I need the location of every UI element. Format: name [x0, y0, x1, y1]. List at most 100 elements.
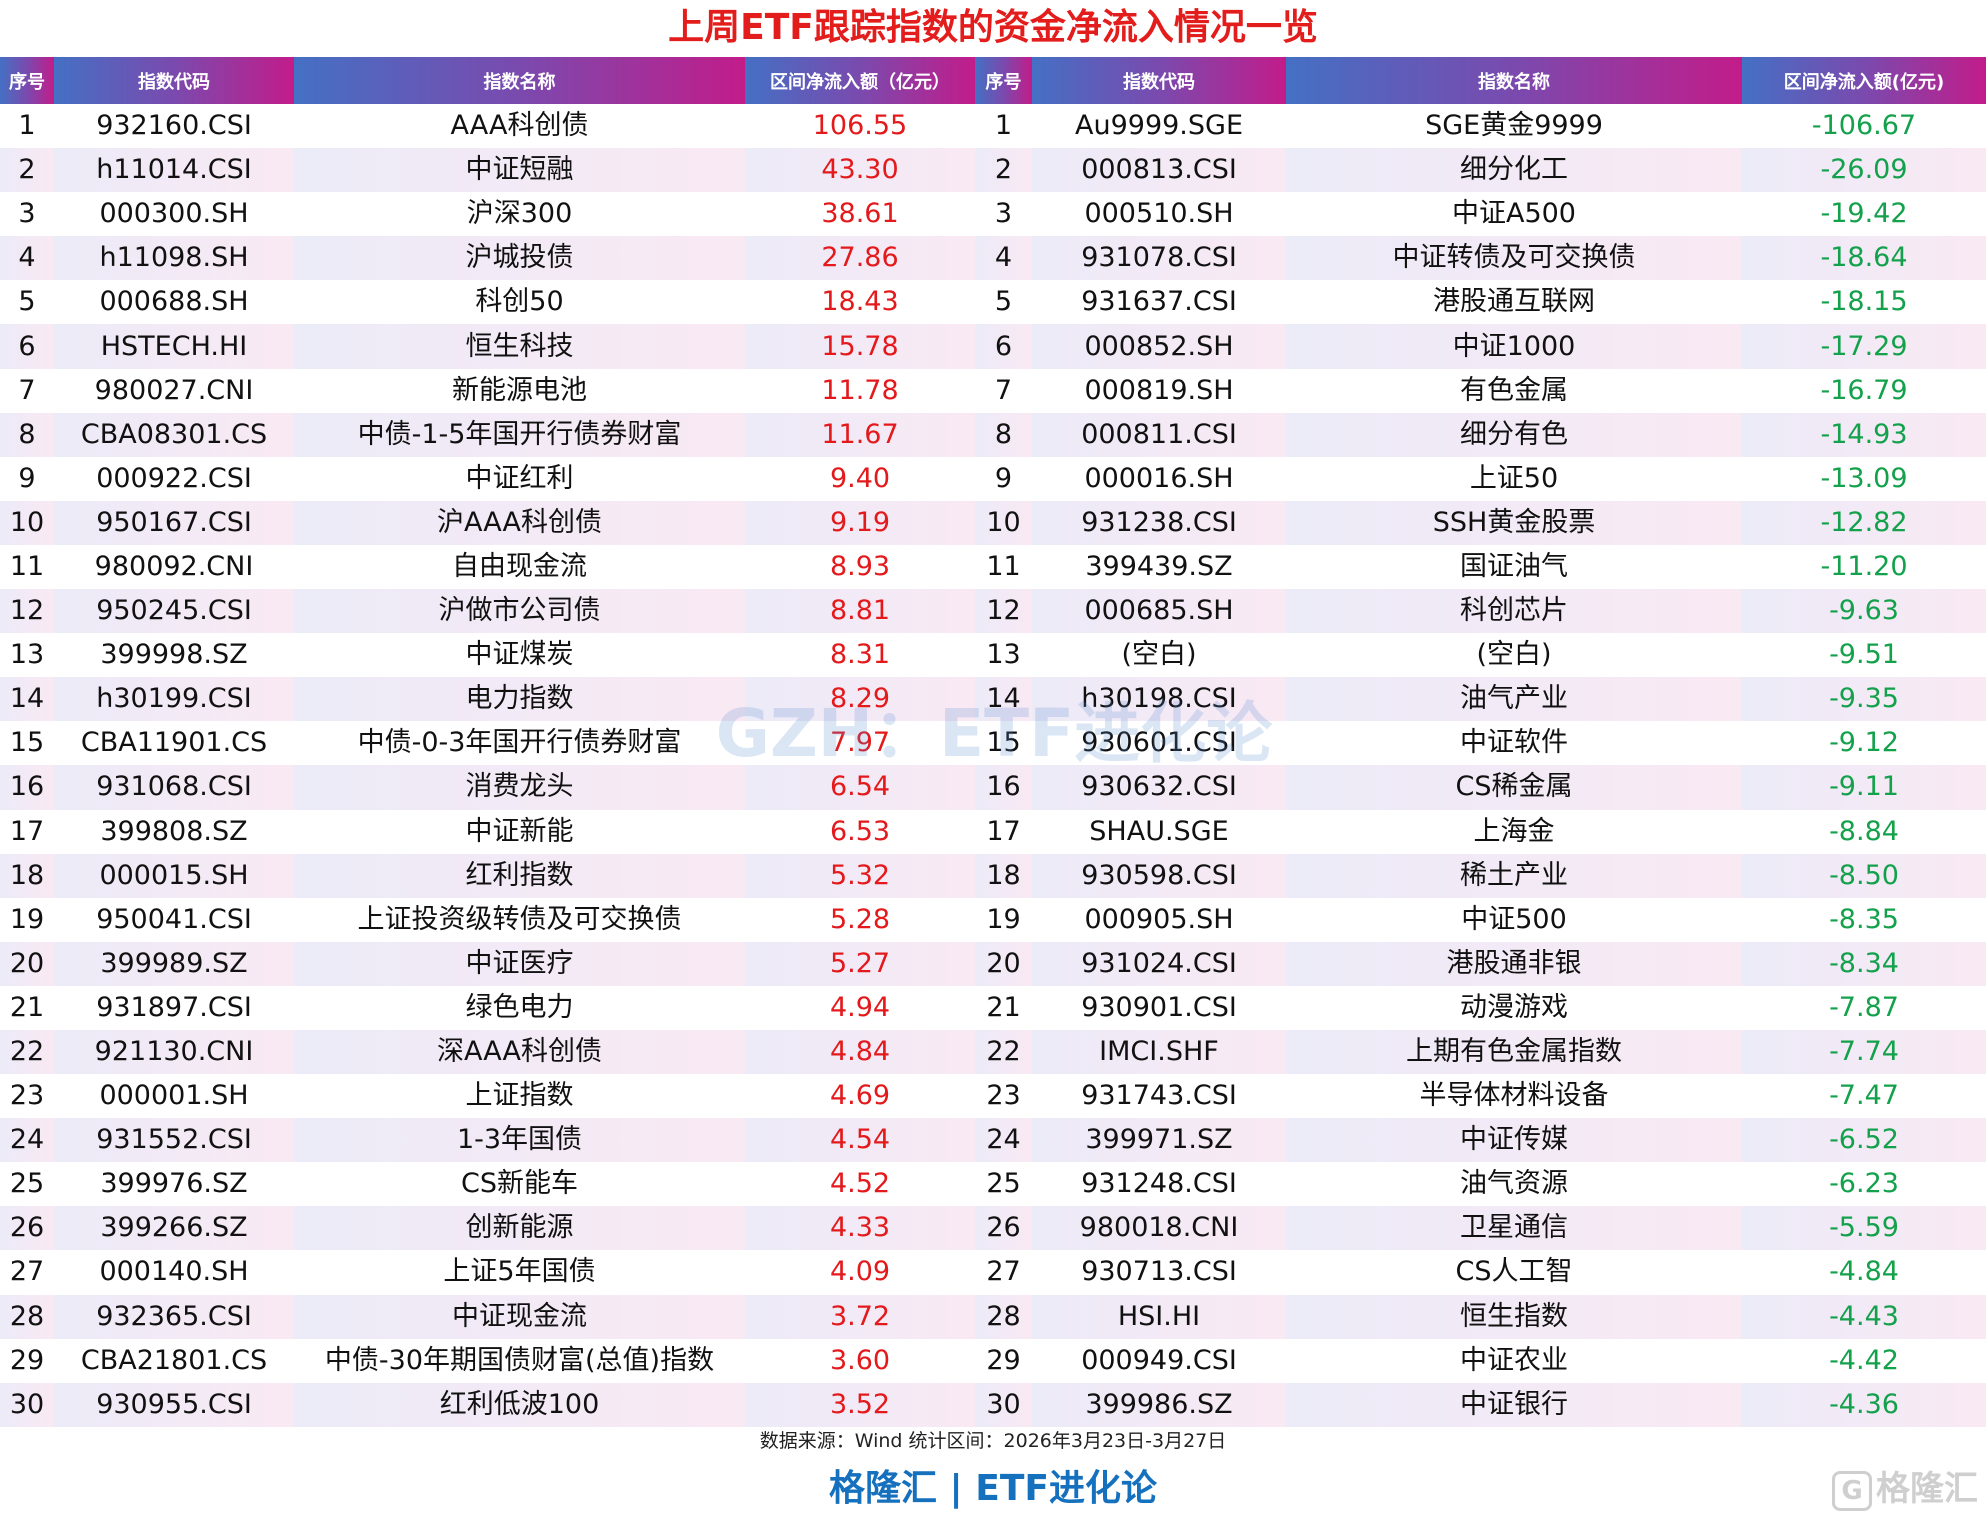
cell-name-right: 中证银行: [1286, 1382, 1742, 1427]
cell-value-right: -6.23: [1829, 1168, 1899, 1200]
cell-rank-left: 13: [9, 639, 45, 671]
cell-code-right: 000510.SH: [1084, 198, 1234, 230]
cell-value-left: 4.69: [829, 1080, 891, 1112]
table-row: 27 000140.SH 上证5年国债 4.09 27 930713.CSI CS人工智 -4…: [0, 1250, 1986, 1294]
cell-rank-right: 14: [975, 677, 1032, 722]
cell-value-right: -7.87: [1829, 991, 1899, 1023]
cell-code-right: 931637.CSI: [1081, 286, 1237, 318]
cell-code-right: 000016.SH: [1084, 462, 1234, 494]
cell-rank-right: 26: [975, 1206, 1032, 1251]
cell-name-right: 油气资源: [1460, 1168, 1568, 1200]
table-row: 19 950041.CSI 上证投资级转债及可交换债 5.28 19 000905.SH 中…: [0, 898, 1986, 942]
cell-rank-left: 19: [9, 903, 45, 935]
cell-value-left: 8.93: [829, 550, 891, 582]
cell-code-left: 932365.CSI: [54, 1294, 294, 1339]
cell-code-left: HSTECH.HI: [54, 324, 294, 369]
cell-rank-right: 28: [975, 1294, 1032, 1339]
cell-value-left: 27.86: [745, 236, 975, 281]
cell-name-left: 中债-1-5年国开行债券财富: [294, 412, 745, 457]
cell-name-left: 中证新能: [465, 815, 574, 847]
cell-rank-right: 29: [986, 1344, 1021, 1376]
cell-code-right: h30198.CSI: [1032, 677, 1286, 722]
cell-code-left: 000688.SH: [99, 286, 249, 318]
cell-code-left: 000140.SH: [99, 1256, 249, 1288]
cell-code-left: 950041.CSI: [96, 903, 252, 935]
cell-rank-right: 25: [986, 1168, 1021, 1200]
cell-name-right: 稀土产业: [1286, 853, 1742, 898]
cell-name-right: 中证农业: [1460, 1344, 1568, 1376]
cell-name-left: 沪做市公司债: [294, 589, 745, 634]
cell-name-left: 绿色电力: [465, 991, 574, 1023]
table-row: 5 000688.SH 科创50 18.43 5 931637.CSI 港股通互联网 -18.…: [0, 280, 1986, 324]
table-row: 8 CBA08301.CS 中债-1-5年国开行债券财富 11.67 8 000811.C…: [0, 412, 1986, 457]
cell-rank-left: 5: [18, 286, 36, 318]
cell-code-right: 000813.CSI: [1032, 148, 1286, 193]
cell-code-right: 931238.CSI: [1032, 500, 1286, 545]
cell-code-right: 399971.SZ: [1032, 1118, 1286, 1163]
cell-value-left: 6.53: [829, 815, 891, 847]
cell-rank-left: 11: [9, 550, 45, 582]
cell-value-right: -18.15: [1820, 286, 1908, 318]
cell-name-left: 中证短融: [294, 148, 745, 193]
cell-code-right: 930601.CSI: [1081, 727, 1237, 759]
cell-code-left: 950167.CSI: [54, 500, 294, 545]
table-header: 序号 指数代码 指数名称 区间净流入额（亿元） 序号 指数代码 指数名称 区间净…: [0, 57, 1986, 104]
cell-rank-left: 29: [9, 1344, 45, 1376]
cell-code-left: h11014.CSI: [54, 148, 294, 193]
table-row: 13 399998.SZ 中证煤炭 8.31 13 (空白) (空白) -9.51: [0, 633, 1986, 677]
cell-value-left: 4.94: [829, 991, 891, 1023]
cell-value-left: 8.31: [829, 639, 891, 671]
header-value-left: 区间净流入额（亿元）: [745, 57, 975, 104]
header-code-left: 指数代码: [54, 57, 294, 104]
cell-name-left: CS新能车: [461, 1168, 578, 1200]
cell-code-right: 000852.SH: [1032, 324, 1286, 369]
cell-rank-left: 27: [9, 1256, 45, 1288]
cell-name-right: 动漫游戏: [1460, 991, 1568, 1023]
cell-rank-left: 21: [9, 991, 45, 1023]
cell-code-right: 980018.CNI: [1032, 1206, 1286, 1251]
cell-value-left: 4.33: [745, 1206, 975, 1251]
cell-name-right: 上期有色金属指数: [1286, 1029, 1742, 1075]
cell-rank-right: 17: [986, 815, 1021, 847]
cell-name-right: 恒生指数: [1286, 1294, 1742, 1339]
cell-code-right: 000819.SH: [1084, 374, 1234, 406]
cell-name-left: 自由现金流: [452, 550, 587, 582]
cell-name-right: 有色金属: [1460, 374, 1568, 406]
cell-value-left: 11.78: [821, 374, 899, 406]
cell-name-right: SSH黄金股票: [1286, 500, 1742, 545]
cell-value-right: -4.43: [1742, 1294, 1986, 1339]
cell-name-right: 中证500: [1461, 903, 1567, 935]
cell-rank-left: 9: [18, 462, 36, 494]
cell-rank-left: 15: [9, 727, 45, 759]
cell-code-right: 931743.CSI: [1081, 1080, 1237, 1112]
cell-value-left: 4.54: [745, 1118, 975, 1163]
cell-rank-right: 7: [994, 374, 1013, 406]
cell-rank-left: 16: [0, 765, 54, 810]
cell-value-right: -11.20: [1820, 550, 1908, 582]
cell-name-left: 消费龙头: [294, 765, 745, 810]
cell-rank-left: 17: [9, 815, 45, 847]
cell-rank-right: 10: [975, 500, 1032, 545]
cell-name-right: 细分有色: [1286, 412, 1742, 457]
table-row: 25 399976.SZ CS新能车 4.52 25 931248.CSI 油气资源 -6.2…: [0, 1162, 1986, 1206]
cell-code-right: Au9999.SGE: [1075, 110, 1243, 142]
cell-value-left: 3.72: [745, 1294, 975, 1339]
cell-rank-left: 22: [0, 1029, 54, 1075]
table-row: 18 000015.SH 红利指数 5.32 18 930598.CSI 稀土产业 -8.50: [0, 853, 1986, 898]
cell-value-right: -4.36: [1742, 1382, 1986, 1427]
cell-rank-right: 9: [994, 462, 1013, 494]
table-row: 7 980027.CNI 新能源电池 11.78 7 000819.SH 有色金属 -16.7…: [0, 369, 1986, 413]
cell-value-left: 43.30: [745, 148, 975, 193]
cell-value-right: -26.09: [1742, 148, 1986, 193]
cell-code-left: 931897.CSI: [96, 991, 252, 1023]
cell-rank-right: 30: [975, 1382, 1032, 1427]
cell-rank-right: 18: [975, 853, 1032, 898]
cell-value-left: 4.52: [829, 1168, 891, 1200]
cell-code-right: 930901.CSI: [1081, 991, 1237, 1023]
cell-rank-left: 25: [9, 1168, 45, 1200]
logo-g-icon: G: [1832, 1470, 1872, 1511]
brand-footer: 格隆汇 | ETF进化论: [829, 1468, 1157, 1509]
cell-rank-left: 20: [0, 941, 54, 986]
header-rank-right: 序号: [975, 57, 1032, 104]
cell-name-left: 沪城投债: [294, 236, 745, 281]
